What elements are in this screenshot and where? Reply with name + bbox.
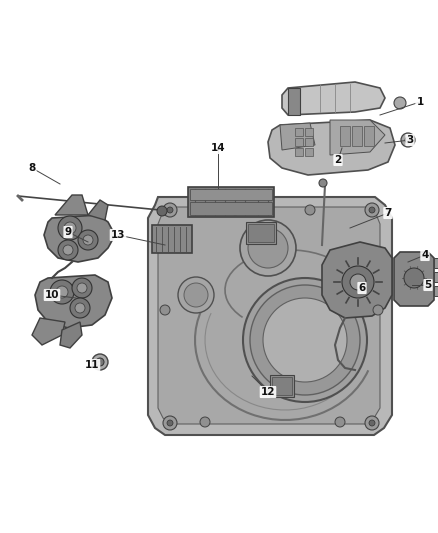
Polygon shape — [282, 82, 385, 115]
Bar — [305, 128, 313, 136]
Circle shape — [350, 274, 366, 290]
Bar — [352, 126, 362, 146]
Polygon shape — [330, 120, 385, 155]
Circle shape — [63, 245, 73, 255]
Circle shape — [243, 278, 367, 402]
Circle shape — [163, 203, 177, 217]
Circle shape — [157, 206, 167, 216]
Circle shape — [160, 305, 170, 315]
Bar — [190, 189, 272, 200]
Circle shape — [240, 220, 296, 276]
Circle shape — [365, 416, 379, 430]
Circle shape — [369, 420, 375, 426]
Polygon shape — [280, 123, 315, 150]
Bar — [305, 148, 313, 156]
Text: 14: 14 — [211, 143, 225, 153]
Circle shape — [64, 222, 76, 234]
Bar — [246, 222, 276, 244]
Polygon shape — [158, 207, 380, 424]
Text: 2: 2 — [334, 155, 342, 165]
Circle shape — [163, 416, 177, 430]
Circle shape — [342, 266, 374, 298]
Polygon shape — [60, 322, 82, 348]
Bar — [305, 138, 313, 146]
Circle shape — [70, 298, 90, 318]
Circle shape — [250, 285, 360, 395]
Circle shape — [335, 417, 345, 427]
Bar — [295, 128, 303, 136]
Circle shape — [178, 277, 214, 313]
Bar — [434, 258, 438, 268]
Polygon shape — [44, 215, 115, 262]
Text: 13: 13 — [111, 230, 125, 240]
Polygon shape — [35, 275, 112, 328]
Text: 12: 12 — [261, 387, 275, 397]
Polygon shape — [288, 88, 300, 115]
Text: 11: 11 — [85, 360, 99, 370]
Bar — [152, 225, 192, 253]
Circle shape — [58, 216, 82, 240]
Bar — [340, 126, 350, 146]
Text: 5: 5 — [424, 280, 431, 290]
Circle shape — [184, 283, 208, 307]
Polygon shape — [148, 197, 392, 435]
Circle shape — [167, 420, 173, 426]
Text: 10: 10 — [45, 290, 59, 300]
Bar — [190, 202, 272, 215]
Polygon shape — [88, 200, 108, 220]
Circle shape — [78, 230, 98, 250]
Circle shape — [405, 137, 411, 143]
Text: 6: 6 — [358, 283, 366, 293]
Text: 7: 7 — [384, 208, 392, 218]
Circle shape — [305, 205, 315, 215]
Circle shape — [83, 235, 93, 245]
Polygon shape — [394, 252, 434, 306]
Bar — [295, 138, 303, 146]
Circle shape — [56, 286, 68, 298]
Circle shape — [263, 298, 347, 382]
Text: 3: 3 — [406, 135, 413, 145]
Text: 4: 4 — [421, 250, 429, 260]
Polygon shape — [55, 195, 88, 215]
Polygon shape — [268, 120, 395, 175]
Circle shape — [50, 280, 74, 304]
Circle shape — [92, 354, 108, 370]
Text: 1: 1 — [417, 97, 424, 107]
Circle shape — [96, 358, 104, 366]
Circle shape — [394, 97, 406, 109]
Circle shape — [365, 203, 379, 217]
Circle shape — [369, 207, 375, 213]
Circle shape — [230, 205, 240, 215]
Polygon shape — [32, 318, 65, 345]
Circle shape — [72, 278, 92, 298]
Polygon shape — [322, 242, 392, 318]
Bar — [270, 375, 294, 397]
Bar — [188, 187, 274, 217]
Circle shape — [373, 305, 383, 315]
Circle shape — [75, 303, 85, 313]
Circle shape — [401, 133, 415, 147]
Circle shape — [58, 240, 78, 260]
Circle shape — [319, 179, 327, 187]
Circle shape — [200, 417, 210, 427]
Bar — [364, 126, 374, 146]
Circle shape — [404, 268, 424, 288]
Circle shape — [167, 207, 173, 213]
Circle shape — [248, 228, 288, 268]
Circle shape — [77, 283, 87, 293]
Bar — [295, 148, 303, 156]
Bar — [248, 224, 274, 242]
Bar — [434, 272, 438, 282]
Bar — [272, 377, 292, 395]
Text: 8: 8 — [28, 163, 35, 173]
Text: 9: 9 — [64, 227, 71, 237]
Bar — [434, 286, 438, 296]
